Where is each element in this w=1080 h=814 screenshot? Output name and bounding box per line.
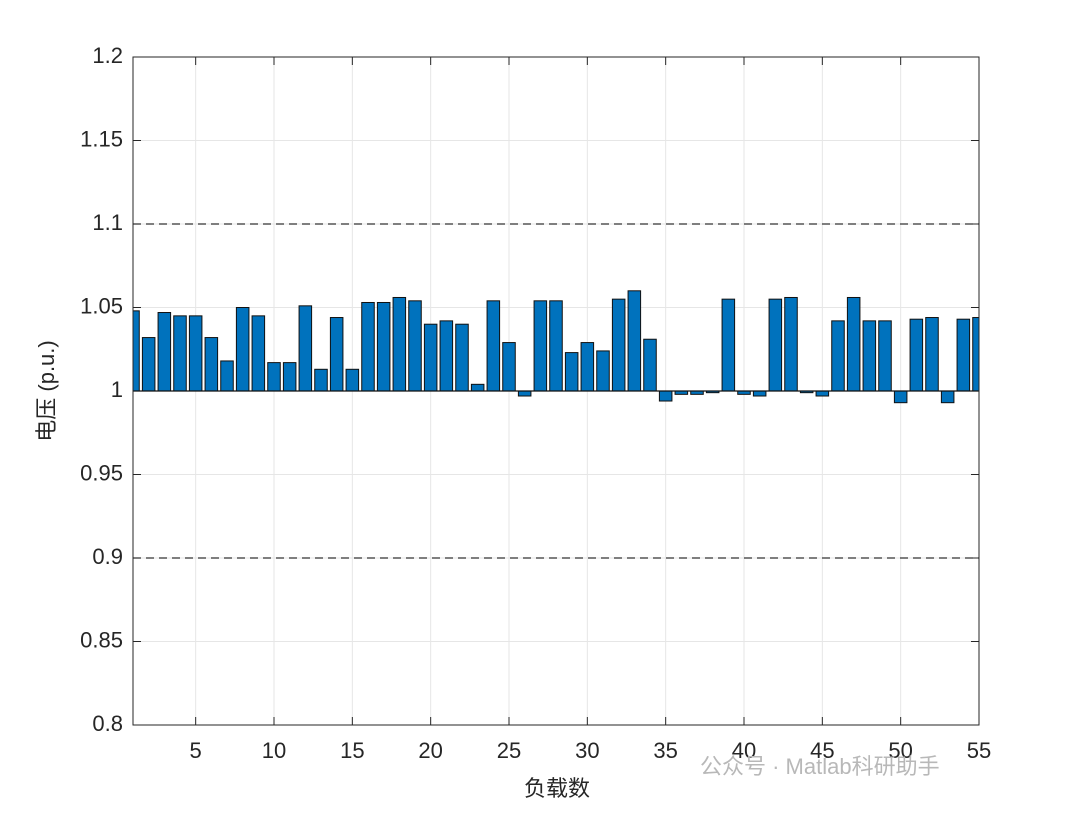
bar <box>376 301 391 392</box>
bar <box>408 300 422 392</box>
bar <box>345 368 360 392</box>
x-tick-label: 25 <box>497 738 521 763</box>
y-tick-label: 1.15 <box>80 126 123 151</box>
y-tick-label: 1.2 <box>92 43 123 68</box>
bar <box>329 317 344 392</box>
y-tick-label: 0.9 <box>92 544 123 569</box>
x-tick-label: 45 <box>810 738 834 763</box>
x-tick-label: 10 <box>262 738 286 763</box>
bar <box>752 390 767 397</box>
bar <box>580 342 595 392</box>
bar <box>392 296 407 392</box>
bar <box>596 350 610 392</box>
bar <box>909 318 924 392</box>
y-tick-label: 0.85 <box>80 627 123 652</box>
bar <box>893 390 908 404</box>
bar <box>564 352 579 392</box>
bar <box>486 300 501 392</box>
bar <box>173 315 187 392</box>
y-tick-label: 1 <box>111 377 123 402</box>
bar <box>768 298 783 392</box>
bar <box>455 323 469 392</box>
bar <box>549 300 563 392</box>
bar <box>517 390 532 397</box>
bar <box>846 296 861 392</box>
y-tick-label: 0.8 <box>92 711 123 736</box>
bar <box>188 315 203 392</box>
bar <box>627 290 642 392</box>
bar <box>267 362 281 392</box>
y-axis-label: 电压 (p.u.) <box>34 340 59 441</box>
bar <box>533 300 548 392</box>
bar <box>862 320 877 392</box>
bar <box>314 368 328 392</box>
bar <box>721 298 736 392</box>
bar <box>133 310 140 392</box>
x-tick-label: 15 <box>340 738 364 763</box>
bar <box>141 337 156 392</box>
y-tick-label: 0.95 <box>80 460 123 485</box>
x-tick-label: 50 <box>888 738 912 763</box>
x-tick-label: 35 <box>653 738 677 763</box>
y-tick-label: 1.05 <box>80 293 123 318</box>
bar <box>972 317 979 392</box>
bar <box>878 320 892 392</box>
bar <box>502 342 516 392</box>
bar <box>361 301 375 392</box>
bar <box>157 312 172 392</box>
x-tick-label: 40 <box>732 738 756 763</box>
bar <box>423 323 438 392</box>
x-tick-label: 30 <box>575 738 599 763</box>
bar <box>925 317 939 392</box>
bar <box>282 362 297 392</box>
bar <box>940 390 955 404</box>
bar <box>611 298 626 392</box>
bar <box>815 390 830 397</box>
bar <box>220 360 234 392</box>
bar <box>643 338 657 392</box>
bar <box>831 320 845 392</box>
x-tick-label: 5 <box>190 738 202 763</box>
bar <box>439 320 454 392</box>
x-tick-label: 55 <box>967 738 991 763</box>
bar <box>298 305 313 392</box>
x-tick-label: 20 <box>418 738 442 763</box>
bar <box>658 390 673 402</box>
x-axis-label: 负载数 <box>524 776 590 801</box>
axes: 0.8 0.85 0.9 0.95 1 1.05 1.1 1.15 1.2 5 10 15 20 25 30… <box>80 43 991 763</box>
y-tick-label: 1.1 <box>92 210 123 235</box>
watermark: 公众号 · Matlab科研助手 <box>700 754 940 779</box>
bar <box>204 337 219 392</box>
bar <box>235 307 250 392</box>
bar <box>251 315 266 392</box>
bars <box>133 290 979 404</box>
bar <box>784 296 798 392</box>
bar <box>956 318 971 392</box>
bar <box>470 383 485 392</box>
plot-frame <box>132 56 980 726</box>
